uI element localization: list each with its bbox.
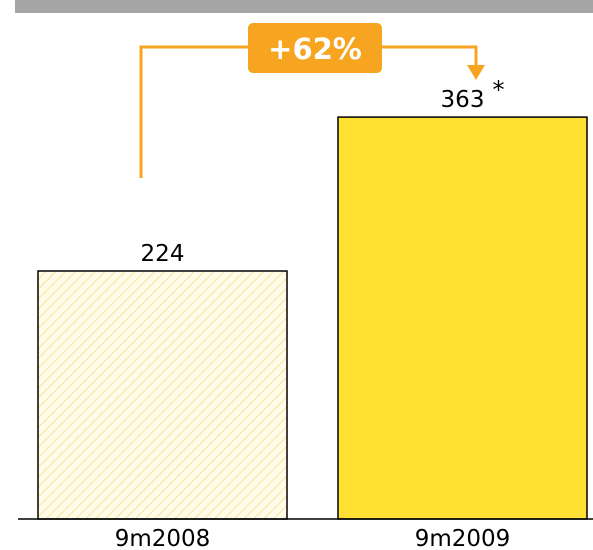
data-label-9m2009: 363	[441, 87, 485, 113]
bars-layer	[37, 116, 588, 520]
bar-9m2008	[37, 270, 288, 520]
labels-layer: 224 9m2008 363 * 9m2009	[115, 76, 511, 550]
header-band	[15, 0, 593, 13]
arrow-head-icon	[467, 65, 485, 80]
growth-indicator: +62%	[139, 23, 485, 178]
data-label-9m2008: 224	[141, 241, 185, 267]
bar-9m2009	[337, 116, 588, 520]
tick-label-9m2009: 9m2009	[415, 526, 511, 550]
tick-label-9m2008: 9m2008	[115, 526, 211, 550]
change-badge-text: +62%	[268, 32, 362, 66]
footnote-marker: *	[493, 76, 505, 104]
change-badge	[248, 23, 382, 73]
